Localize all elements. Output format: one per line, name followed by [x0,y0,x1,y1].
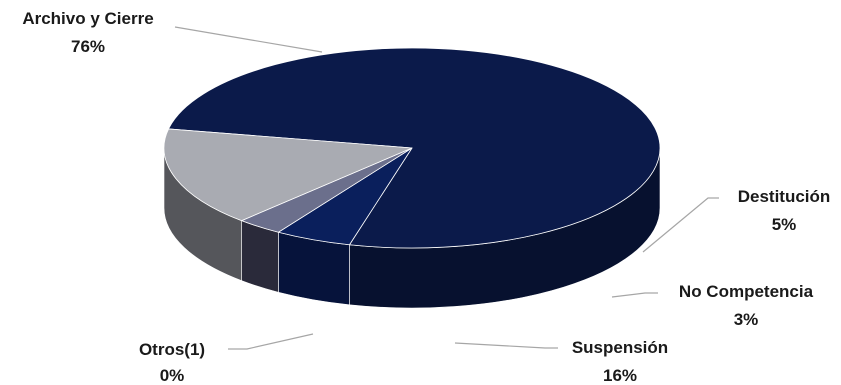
leader-lines [174,26,719,350]
label-no-competencia-value: 3% [734,310,759,329]
leader-line-destitucion [642,197,719,253]
leader-line-archivo-y-cierre [174,26,323,53]
leader-line-no-competencia [611,292,658,298]
data-labels: Archivo y Cierre 76% Destitución 5% No C… [22,9,830,385]
label-archivo-y-cierre-value: 76% [71,37,105,56]
slice-side-no-competencia [241,220,279,293]
label-otros-name: Otros(1) [139,340,205,359]
leader-line-otros [228,333,314,350]
leader-line-suspension [454,342,558,349]
label-suspension-value: 16% [603,366,637,385]
label-otros-value: 0% [160,366,185,385]
label-destitucion-name: Destitución [738,187,831,206]
pie-slices [163,47,661,249]
slice-suspension [163,128,413,222]
pie-sides [163,147,661,309]
label-suspension-name: Suspensión [572,338,668,357]
slice-archivo-y-cierre [167,47,661,249]
label-no-competencia-name: No Competencia [679,282,814,301]
label-destitucion-value: 5% [772,215,797,234]
label-archivo-y-cierre-name: Archivo y Cierre [22,9,153,28]
